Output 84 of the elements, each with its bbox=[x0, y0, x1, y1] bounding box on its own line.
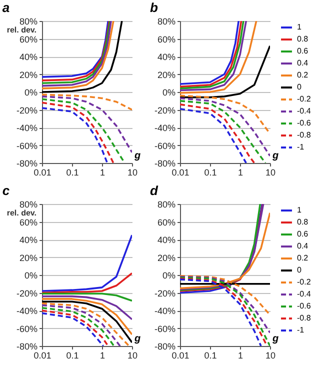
y-tick-label: 40% bbox=[157, 52, 176, 62]
x-tick-label: 0.01 bbox=[34, 168, 52, 178]
x-tick-label: 0.1 bbox=[66, 168, 79, 178]
y-tick-label: 60% bbox=[157, 34, 176, 44]
y-axis-title: rel. dev. bbox=[6, 208, 36, 218]
x-tick-label: 10 bbox=[265, 350, 276, 360]
legend-label: -0.2 bbox=[297, 278, 312, 286]
y-tick-label: 20% bbox=[19, 252, 38, 263]
x-tick-label: 0.01 bbox=[34, 350, 52, 360]
x-axis-title: g bbox=[134, 150, 141, 162]
text: 0.8 bbox=[297, 218, 309, 226]
y-tick-label: -40% bbox=[16, 306, 38, 316]
chart-title: b bbox=[150, 0, 158, 15]
y-tick-label: 0% bbox=[24, 88, 38, 98]
legend-label: -1 bbox=[297, 142, 305, 152]
x-axis-title: g bbox=[134, 334, 141, 344]
y-tick-label: 80% bbox=[19, 200, 38, 210]
legend-label: 0.8 bbox=[297, 34, 309, 44]
legend-label: 0.2 bbox=[297, 70, 309, 80]
chart-title: a bbox=[2, 0, 10, 15]
text: 1 bbox=[297, 206, 302, 214]
x-tick-label: 1 bbox=[238, 168, 244, 178]
y-tick-label: -20% bbox=[16, 288, 38, 298]
chart-title: c bbox=[2, 183, 10, 198]
x-tick-label: 0.01 bbox=[172, 350, 190, 360]
y-tick-label: 40% bbox=[19, 235, 38, 245]
y-tick-label: -60% bbox=[154, 140, 176, 151]
y-tick-label: -20% bbox=[16, 105, 38, 116]
y-tick-label: -60% bbox=[16, 324, 38, 334]
legend-label: -0.2 bbox=[297, 94, 312, 104]
y-tick-label: 0% bbox=[24, 270, 38, 280]
x-tick-label: 1 bbox=[238, 350, 244, 360]
y-tick-label: -60% bbox=[154, 324, 176, 334]
y-tick-label: 40% bbox=[157, 235, 176, 245]
y-tick-label: -80% bbox=[154, 158, 176, 168]
chart-title: d bbox=[150, 183, 159, 198]
legend-label: -0.4 bbox=[297, 290, 312, 298]
y-tick-label: 80% bbox=[157, 16, 176, 26]
y-tick-label: -80% bbox=[16, 342, 38, 352]
text: 0.4 bbox=[297, 242, 309, 250]
x-tick-label: 0.1 bbox=[204, 168, 217, 178]
y-tick-label: -40% bbox=[16, 123, 38, 133]
x-tick-label: 0.1 bbox=[204, 350, 217, 360]
y-tick-label: 80% bbox=[19, 16, 38, 26]
legend-label: 0.6 bbox=[297, 46, 309, 56]
legend-label: -0.6 bbox=[297, 302, 312, 310]
y-axis-title: rel. dev. bbox=[6, 25, 36, 34]
x-axis-title: g bbox=[272, 334, 279, 344]
y-tick-label: 20% bbox=[19, 70, 38, 80]
text: 0.2 bbox=[297, 254, 309, 262]
y-tick-label: 60% bbox=[19, 217, 38, 228]
x-tick-label: 0.1 bbox=[66, 350, 79, 360]
x-tick-label: 1 bbox=[100, 168, 106, 178]
y-tick-label: -80% bbox=[16, 158, 38, 168]
legend-label: -0.8 bbox=[297, 130, 312, 140]
legend-label: 1 bbox=[297, 22, 302, 32]
y-tick-label: -20% bbox=[154, 288, 176, 298]
legend-label: -0.4 bbox=[297, 106, 312, 116]
y-tick-label: -80% bbox=[154, 342, 176, 352]
legend-label: 0.4 bbox=[297, 58, 309, 68]
y-tick-label: 60% bbox=[19, 34, 38, 44]
y-tick-label: 0% bbox=[162, 270, 176, 280]
y-tick-label: -60% bbox=[16, 140, 38, 151]
y-tick-label: 40% bbox=[19, 52, 38, 62]
legend-label: -1 bbox=[297, 326, 305, 334]
legend-label: -0.8 bbox=[297, 314, 312, 322]
y-tick-label: 20% bbox=[157, 70, 176, 80]
y-tick-label: -20% bbox=[154, 105, 176, 116]
legend-label: 0 bbox=[297, 82, 302, 92]
x-tick-label: 0.01 bbox=[172, 168, 190, 178]
y-tick-label: 20% bbox=[157, 252, 176, 263]
x-axis-title: g bbox=[272, 150, 279, 162]
text: 0.6 bbox=[297, 230, 309, 238]
x-tick-label: 10 bbox=[265, 168, 276, 178]
y-tick-label: -40% bbox=[154, 123, 176, 133]
y-tick-label: -40% bbox=[154, 306, 176, 316]
legend-label: -0.6 bbox=[297, 118, 312, 128]
x-tick-label: 1 bbox=[100, 350, 106, 360]
y-tick-label: 0% bbox=[162, 88, 176, 98]
x-tick-label: 10 bbox=[127, 350, 138, 360]
y-tick-label: 80% bbox=[157, 200, 176, 210]
y-tick-label: 60% bbox=[157, 217, 176, 228]
x-tick-label: 10 bbox=[127, 168, 138, 178]
legend-label: 0 bbox=[297, 266, 302, 274]
